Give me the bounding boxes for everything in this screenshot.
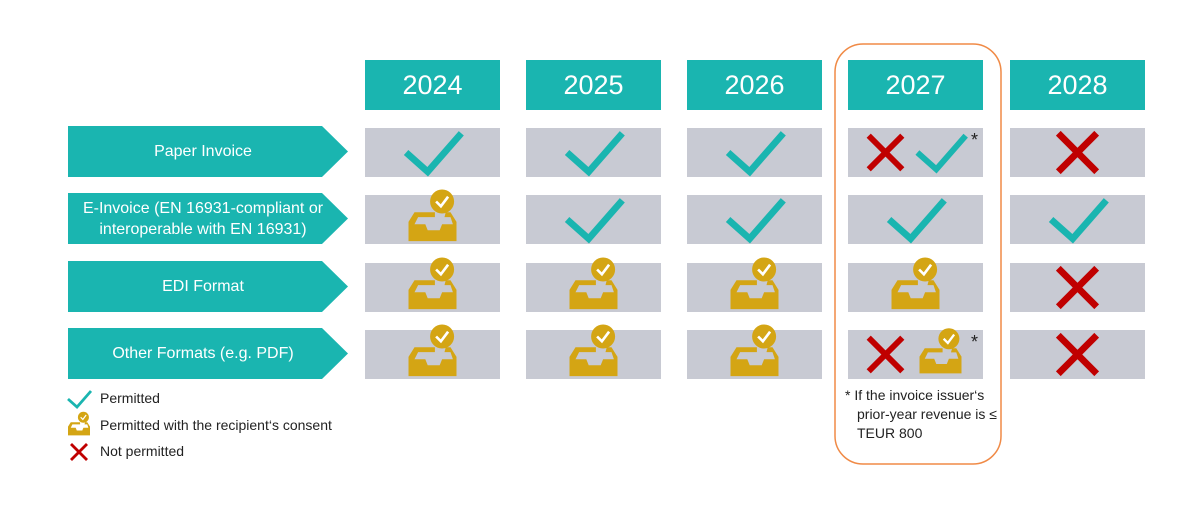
footnote: * If the invoice issuer‘s prior-year rev… bbox=[845, 386, 1017, 443]
cross-icon bbox=[1055, 130, 1100, 175]
row-label: EDI Format bbox=[162, 278, 244, 295]
badge-check bbox=[757, 330, 772, 344]
consent-icon bbox=[891, 257, 940, 310]
legend-label: Permitted bbox=[100, 390, 160, 406]
badge-check bbox=[435, 263, 450, 277]
badge-check bbox=[918, 263, 933, 277]
consent-icon bbox=[730, 257, 779, 310]
row-label: Paper Invoice bbox=[154, 143, 252, 160]
badge bbox=[77, 411, 89, 423]
consent-icon bbox=[569, 257, 618, 310]
row-arrow bbox=[68, 328, 348, 379]
cross-icon bbox=[1055, 265, 1100, 310]
badge bbox=[430, 324, 455, 349]
year-label: 2027 bbox=[885, 69, 946, 100]
tray bbox=[569, 280, 618, 310]
consent-icon bbox=[68, 411, 90, 436]
check-icon bbox=[564, 198, 625, 244]
highlight-frame bbox=[834, 43, 1002, 465]
row-arrow bbox=[68, 126, 348, 177]
tray bbox=[919, 348, 962, 374]
check-icon bbox=[403, 131, 464, 177]
cross-icon bbox=[866, 335, 905, 374]
year-label: 2026 bbox=[724, 69, 785, 100]
badge bbox=[591, 257, 616, 282]
tray bbox=[68, 422, 90, 436]
row-arrow bbox=[68, 193, 348, 244]
cross-icon bbox=[70, 443, 88, 461]
year-header bbox=[365, 60, 500, 110]
cross-stroke bbox=[70, 443, 88, 461]
badge-check bbox=[596, 263, 611, 277]
badge-check bbox=[80, 414, 87, 421]
year-header bbox=[526, 60, 661, 110]
legend-label: Not permitted bbox=[100, 443, 185, 459]
check-icon bbox=[564, 131, 625, 177]
cross-icon bbox=[1055, 332, 1100, 377]
cross-stroke bbox=[1055, 130, 1100, 175]
legend-label: Permitted with the recipient‘s consent bbox=[100, 416, 332, 433]
consent-icon bbox=[408, 189, 457, 242]
check-icon bbox=[67, 390, 93, 409]
footnote-marker: * bbox=[971, 332, 979, 352]
year-label: 2025 bbox=[563, 69, 624, 100]
row-label: Other Formats (e.g. PDF) bbox=[112, 345, 294, 362]
badge bbox=[591, 324, 616, 349]
cross-stroke bbox=[866, 335, 905, 374]
consent-icon bbox=[919, 328, 962, 374]
footnote-text: If the invoice issuer‘s prior-year reven… bbox=[854, 387, 997, 441]
consent-icon bbox=[730, 324, 779, 377]
check-icon bbox=[886, 198, 947, 244]
badge-check bbox=[435, 195, 450, 209]
year-header bbox=[848, 60, 983, 110]
tray bbox=[569, 347, 618, 377]
badge-check bbox=[757, 263, 772, 277]
cross-stroke bbox=[866, 133, 905, 172]
badge-check bbox=[435, 330, 450, 344]
footnote-marker: * bbox=[971, 130, 979, 150]
year-label: 2024 bbox=[402, 69, 463, 100]
tray bbox=[408, 212, 457, 242]
year-header bbox=[1010, 60, 1145, 110]
badge bbox=[430, 189, 455, 214]
badge bbox=[430, 257, 455, 282]
check-icon bbox=[1048, 198, 1109, 244]
badge-check bbox=[942, 333, 956, 345]
row-label: E-Invoice (EN 16931-compliant or interop… bbox=[82, 199, 324, 238]
check-icon bbox=[725, 131, 786, 177]
badge bbox=[913, 257, 938, 282]
tray bbox=[730, 280, 779, 310]
consent-icon bbox=[408, 257, 457, 310]
cross-stroke bbox=[1055, 332, 1100, 377]
check-icon bbox=[915, 133, 968, 174]
tray bbox=[408, 347, 457, 377]
cross-stroke bbox=[1055, 265, 1100, 310]
consent-icon bbox=[408, 324, 457, 377]
year-header bbox=[687, 60, 822, 110]
year-label: 2028 bbox=[1047, 69, 1108, 100]
tray bbox=[891, 280, 940, 310]
badge-check bbox=[596, 330, 611, 344]
cross-icon bbox=[866, 133, 905, 172]
row-arrow bbox=[68, 261, 348, 312]
cell bbox=[848, 330, 983, 379]
badge bbox=[938, 328, 960, 350]
check-icon bbox=[725, 198, 786, 244]
tray bbox=[408, 280, 457, 310]
badge bbox=[752, 324, 777, 349]
badge bbox=[752, 257, 777, 282]
tray bbox=[730, 347, 779, 377]
consent-icon bbox=[569, 324, 618, 377]
footnote-marker: * bbox=[845, 387, 855, 403]
